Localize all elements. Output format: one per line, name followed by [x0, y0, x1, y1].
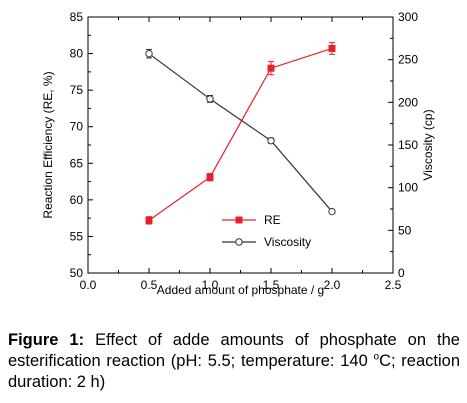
data-point-viscosity — [328, 207, 336, 216]
axes: 0.0 0.5 1.0 1.5 2.0 2.5 50 55 60 65 70 75 80 85 0 50 100… — [41, 10, 435, 297]
y-right-tick-label: 150 — [398, 138, 418, 152]
x-tick-label: 0.0 — [80, 278, 97, 292]
series-layer — [145, 42, 336, 225]
y-left-tick-label: 85 — [70, 10, 84, 24]
data-point-re — [328, 44, 336, 52]
caption-text-end: C; reaction duration: 2 h) — [8, 352, 460, 391]
data-point-re — [267, 64, 275, 72]
x-tick-label: 2.0 — [324, 278, 341, 292]
y-left-tick-label: 75 — [70, 83, 84, 97]
y-right-tick-label: 100 — [398, 181, 418, 195]
x-tick-label: 1.0 — [202, 278, 219, 292]
series-line-viscosity — [148, 53, 333, 212]
caption-label: Figure 1: — [8, 331, 85, 349]
plot-frame — [87, 16, 394, 274]
caption-superscript: o — [373, 351, 380, 363]
x-tick-label: 0.5 — [141, 278, 158, 292]
y-right-tick-label: 0 — [398, 266, 405, 280]
data-point-viscosity — [267, 137, 275, 145]
figure-caption: Figure 1: Effect of adde amounts of phos… — [8, 330, 460, 393]
y-right-tick-label: 250 — [398, 53, 418, 67]
caption-text: Effect of adde amounts of phosphate on t… — [8, 331, 460, 370]
legend-label-viscosity: Viscosity — [264, 235, 311, 249]
y-left-tick-label: 60 — [70, 193, 84, 207]
series-line-re — [148, 47, 333, 221]
y-left-tick-label: 65 — [70, 156, 84, 170]
y-right-tick-label: 200 — [398, 95, 418, 109]
x-tick-label: 2.5 — [385, 278, 402, 292]
data-point-viscosity — [145, 49, 153, 58]
data-point-viscosity — [206, 95, 214, 103]
y-right-tick-label: 50 — [398, 223, 412, 237]
y-left-tick-label: 50 — [70, 266, 84, 280]
legend-marker-re — [235, 216, 243, 224]
legend: RE Viscosity — [222, 213, 311, 249]
y-left-tick-label: 80 — [70, 47, 84, 61]
y-right-tick-label: 300 — [398, 10, 418, 24]
y-left-axis-title: Reaction Efficiency (RE, %) — [41, 71, 55, 218]
x-tick-label: 1.5 — [263, 278, 280, 292]
chart: 0.0 0.5 1.0 1.5 2.0 2.5 50 55 60 65 70 75 80 85 0 50 100… — [41, 10, 435, 297]
legend-marker-viscosity — [235, 238, 243, 246]
y-right-axis-title: Viscosity (cp) — [421, 109, 435, 180]
x-axis-title: Added amount of phosphate / g — [157, 283, 324, 297]
legend-label-re: RE — [264, 213, 281, 227]
y-left-tick-label: 70 — [70, 120, 84, 134]
data-point-re — [145, 216, 153, 224]
y-left-tick-label: 55 — [70, 229, 84, 243]
data-point-re — [206, 173, 214, 181]
